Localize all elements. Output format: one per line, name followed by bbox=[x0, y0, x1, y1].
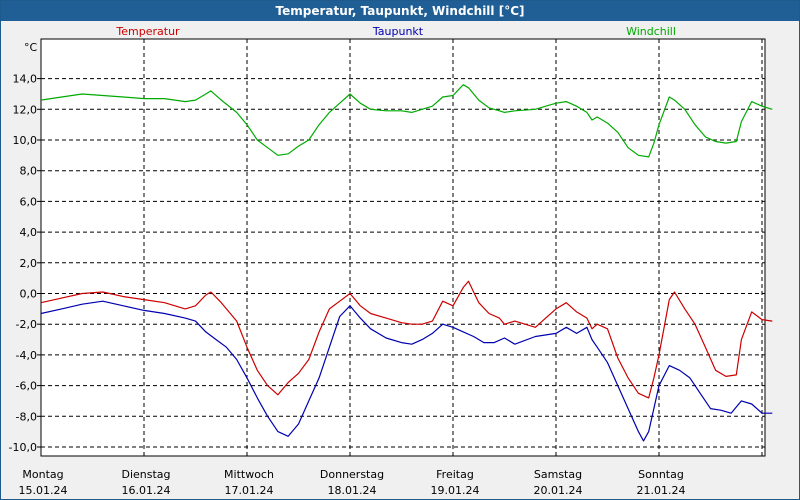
x-tick-date-5: 20.01.24 bbox=[534, 484, 583, 497]
y-tick-label-0: 14,0 bbox=[13, 73, 38, 86]
x-tick-day-1: Dienstag bbox=[121, 468, 170, 481]
series-line-windchill bbox=[40, 84, 773, 158]
y-tick-label-12: -10,0 bbox=[9, 441, 37, 454]
y-tick-label-6: 2,0 bbox=[20, 257, 38, 270]
y-tick-label-4: 6,0 bbox=[20, 195, 38, 208]
legend-windchill: Windchill bbox=[626, 25, 676, 38]
x-tick-day-2: Mittwoch bbox=[224, 468, 274, 481]
x-tick-date-3: 18.01.24 bbox=[328, 484, 377, 497]
x-tick-date-6: 21.01.24 bbox=[637, 484, 686, 497]
x-tick-day-6: Sonntag bbox=[638, 468, 684, 481]
series-line-taupunkt bbox=[40, 300, 773, 442]
x-tick-date-4: 19.01.24 bbox=[431, 484, 480, 497]
chart-title: Temperatur, Taupunkt, Windchill [°C] bbox=[1, 1, 799, 21]
series-lines bbox=[40, 84, 773, 442]
y-tick-label-7: 0,0 bbox=[20, 288, 38, 301]
legend-temperatur: Temperatur bbox=[115, 25, 180, 38]
x-tick-date-1: 16.01.24 bbox=[122, 484, 171, 497]
y-tick-label-2: 10,0 bbox=[13, 134, 38, 147]
x-tick-date-2: 17.01.24 bbox=[225, 484, 274, 497]
grid-lines bbox=[41, 39, 765, 456]
y-axis-ticks: 14,0 12,0 10,0 8,0 6,0 4,0 2,0 0,0 -2,0 -4,0 -6,0 -… bbox=[9, 73, 41, 454]
x-tick-day-0: Montag bbox=[22, 468, 63, 481]
x-tick-day-4: Freitag bbox=[436, 468, 474, 481]
y-tick-label-10: -6,0 bbox=[16, 380, 37, 393]
series-line-temperatur bbox=[40, 280, 773, 399]
x-tick-day-3: Donnerstag bbox=[320, 468, 384, 481]
x-axis-ticks: Montag 15.01.24 Dienstag 16.01.24 Mittwoch 17… bbox=[19, 468, 686, 497]
y-tick-label-5: 4,0 bbox=[20, 226, 38, 239]
legend-taupunkt: Taupunkt bbox=[372, 25, 424, 38]
x-tick-day-5: Samstag bbox=[534, 468, 582, 481]
y-axis-label: °C bbox=[24, 41, 38, 54]
x-tick-date-0: 15.01.24 bbox=[19, 484, 68, 497]
y-tick-label-1: 12,0 bbox=[13, 103, 38, 116]
y-tick-label-8: -2,0 bbox=[16, 318, 37, 331]
y-tick-label-9: -4,0 bbox=[16, 349, 37, 362]
y-tick-label-3: 8,0 bbox=[20, 165, 38, 178]
plot-area bbox=[40, 38, 766, 457]
y-tick-label-11: -8,0 bbox=[16, 410, 37, 423]
